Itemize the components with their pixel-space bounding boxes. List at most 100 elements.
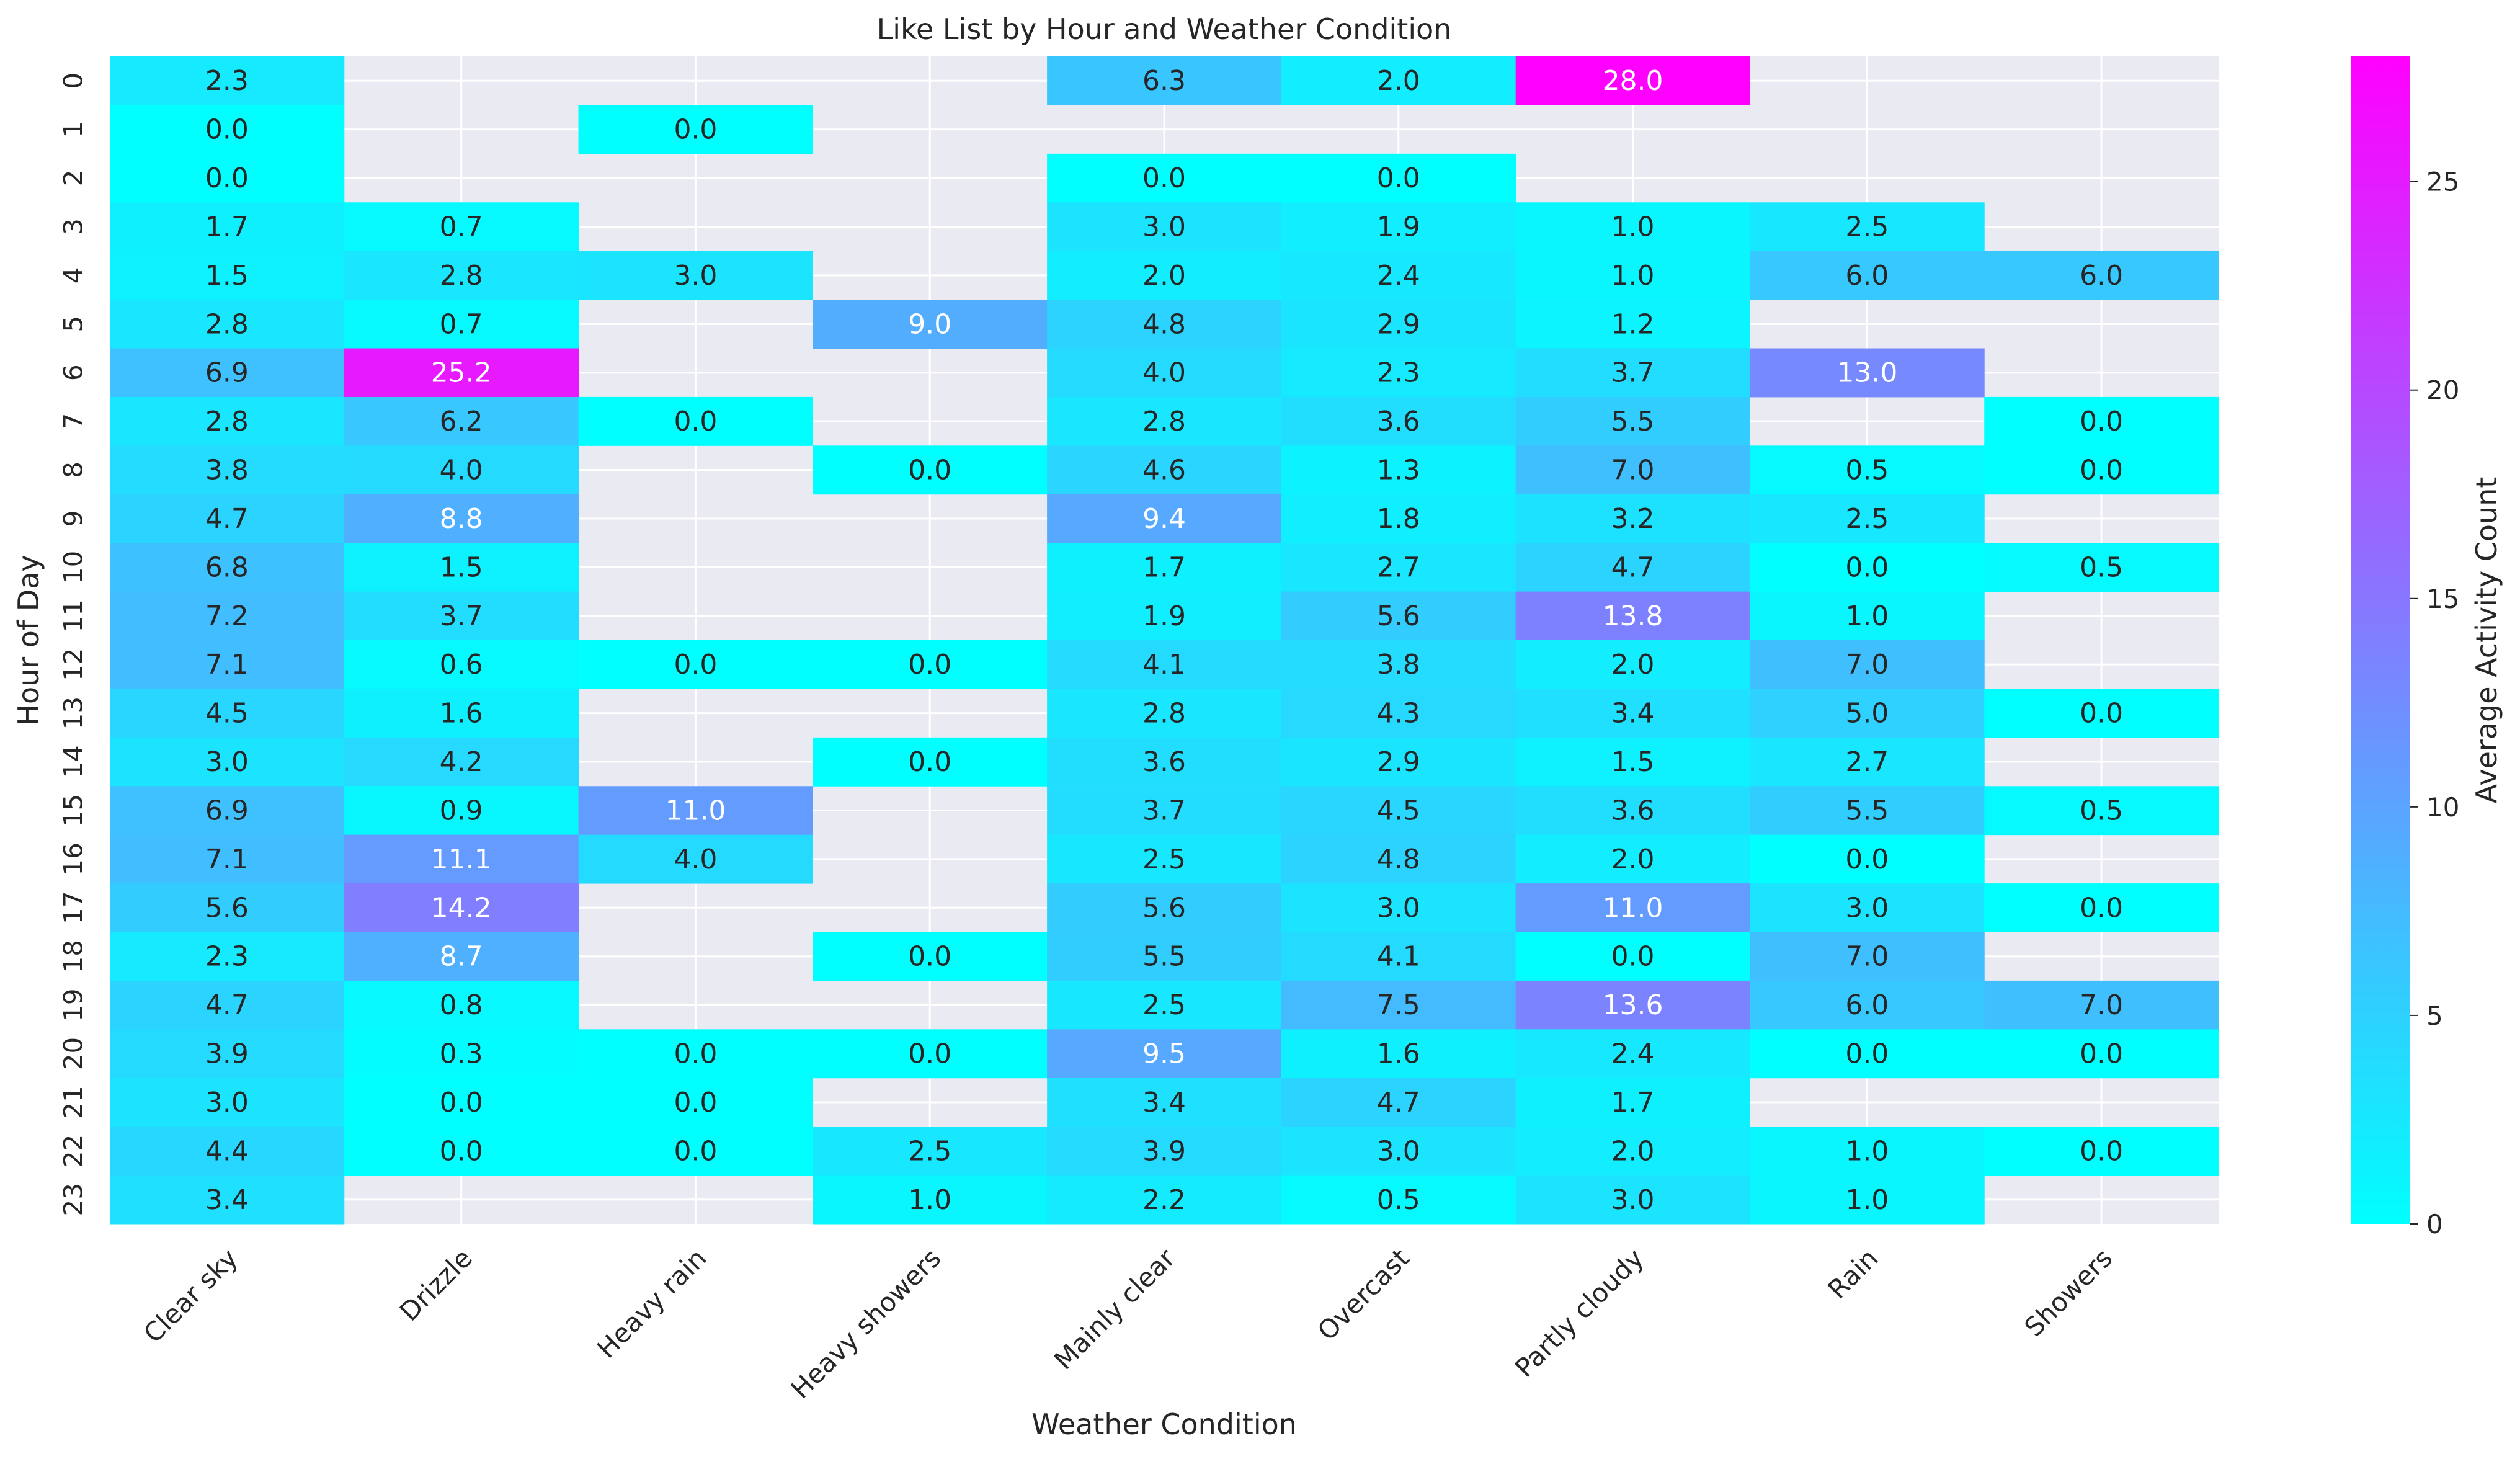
heatmap-cell: [1750, 494, 1985, 543]
cell-value-label: 6.8: [205, 551, 249, 583]
heatmap-cell: [110, 1175, 345, 1225]
cell-value-label: 2.9: [1377, 308, 1420, 340]
y-tick-label: 13: [58, 697, 89, 730]
cell-value-label: 3.7: [1611, 357, 1655, 389]
heatmap-cell: [1047, 689, 1282, 738]
cell-value-label: 1.0: [1845, 1184, 1889, 1216]
cell-value-label: 4.7: [205, 989, 249, 1021]
heatmap-cell: [110, 980, 345, 1030]
cell-value-label: 1.9: [1377, 211, 1420, 243]
heatmap-cell: [1281, 640, 1516, 689]
cell-value-label: 2.8: [440, 260, 483, 292]
heatmap-cell: [1047, 932, 1282, 981]
cell-value-label: 13.6: [1603, 989, 1663, 1021]
cell-value-label: 4.5: [205, 698, 249, 730]
y-tick-label: 4: [58, 267, 89, 284]
heatmap-cell: [1750, 883, 1985, 932]
cell-value-label: 7.1: [205, 844, 249, 875]
heatmap-cells: [110, 56, 2219, 1225]
heatmap-cell: [1047, 543, 1282, 592]
heatmap-cell: [1750, 591, 1985, 641]
y-tick-label: 17: [58, 891, 89, 924]
cell-value-label: 4.7: [1611, 551, 1655, 583]
heatmap-cell: [110, 445, 345, 495]
cell-value-label: 1.8: [1377, 503, 1420, 535]
cell-value-label: 3.0: [205, 746, 249, 778]
heatmap-cell: [110, 300, 345, 349]
cell-value-label: 1.0: [1845, 600, 1889, 632]
cell-value-label: 7.0: [1845, 649, 1889, 680]
cell-value-label: 3.6: [1611, 795, 1655, 826]
cell-value-label: 11.1: [431, 844, 492, 875]
cell-value-label: 0.0: [674, 649, 717, 680]
heatmap-cell: [344, 1029, 579, 1079]
heatmap-cell: [1047, 834, 1282, 884]
cell-value-label: 3.4: [1142, 1087, 1186, 1118]
cell-value-label: 0.0: [674, 114, 717, 146]
colorbar-tick-label: 15: [2426, 584, 2459, 614]
cell-value-label: 0.0: [2080, 892, 2123, 924]
cell-value-label: 3.4: [1611, 698, 1655, 730]
heatmap-cell: [1515, 445, 1750, 495]
cell-value-label: 2.5: [1845, 503, 1889, 535]
heatmap-cell: [1047, 348, 1282, 398]
x-tick-label: Clear sky: [138, 1243, 244, 1349]
cell-value-label: 3.0: [1142, 211, 1186, 243]
cell-value-label: 28.0: [1603, 65, 1663, 97]
colorbar-tick-label: 20: [2426, 375, 2459, 406]
heatmap-cell: [578, 834, 813, 884]
y-tick-label: 15: [58, 794, 89, 827]
cell-value-label: 5.5: [1845, 795, 1889, 826]
heatmap-cell: [1281, 1029, 1516, 1079]
heatmap-cell: [110, 591, 345, 641]
heatmap-cell: [1984, 445, 2219, 495]
heatmap-cell: [1047, 56, 1282, 105]
heatmap-cell: [1515, 300, 1750, 349]
heatmap-cell: [344, 786, 579, 836]
heatmap-cell: [1047, 980, 1282, 1030]
cell-value-label: 5.0: [1845, 698, 1889, 730]
cell-value-label: 3.9: [205, 1038, 249, 1070]
cell-value-label: 1.6: [1377, 1038, 1420, 1070]
y-tick-label: 22: [58, 1135, 89, 1167]
cell-value-label: 0.0: [674, 1087, 717, 1118]
heatmap-cell: [1281, 396, 1516, 446]
heatmap-cell: [1515, 932, 1750, 981]
y-tick-label: 9: [58, 511, 89, 527]
cell-value-label: 1.7: [205, 211, 249, 243]
cell-value-label: 3.0: [1845, 892, 1889, 924]
cell-value-label: 7.0: [1611, 455, 1655, 486]
y-tick-label: 12: [58, 648, 89, 680]
heatmap-cell: [1515, 251, 1750, 300]
cell-value-label: 7.0: [1845, 941, 1889, 973]
heatmap-cell: [110, 251, 345, 300]
heatmap-cell: [1047, 251, 1282, 300]
heatmap-cell: [110, 1078, 345, 1127]
heatmap-cell: [1281, 348, 1516, 398]
heatmap-cell: [813, 445, 1048, 495]
cell-value-label: 0.0: [674, 1038, 717, 1070]
heatmap-cell: [344, 396, 579, 446]
cell-value-label: 6.9: [205, 357, 249, 389]
heatmap-cell: [1515, 883, 1750, 932]
heatmap-cell: [1047, 1127, 1282, 1176]
heatmap-cell: [110, 153, 345, 203]
heatmap-cell: [1515, 348, 1750, 398]
colorbar-tick-label: 25: [2426, 167, 2459, 197]
heatmap-cell: [813, 640, 1048, 689]
cell-value-label: 4.4: [205, 1135, 249, 1167]
heatmap-cell: [1750, 543, 1985, 592]
cell-value-label: 0.5: [2080, 795, 2123, 826]
y-tick-label: 14: [58, 745, 89, 778]
cell-value-label: 4.1: [1142, 649, 1186, 680]
cell-value-label: 0.0: [1611, 941, 1655, 973]
heatmap-cell: [1515, 543, 1750, 592]
heatmap-cell: [110, 543, 345, 592]
heatmap-cell: [1515, 689, 1750, 738]
cell-value-label: 0.0: [2080, 1135, 2123, 1167]
heatmap-cell: [110, 834, 345, 884]
heatmap-cell: [1984, 883, 2219, 932]
y-tick-label: 1: [58, 121, 89, 138]
cell-value-label: 1.7: [1611, 1087, 1655, 1118]
colorbar-title: Average Activity Count: [2470, 477, 2503, 804]
